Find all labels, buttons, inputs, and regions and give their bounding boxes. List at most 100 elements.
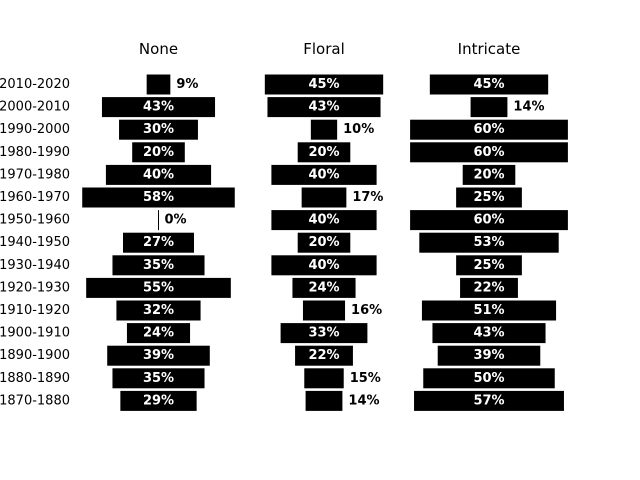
bar-floral-1890-1900: [295, 345, 353, 366]
bar-intricate-1900-1910: [432, 323, 546, 344]
value-label-floral-1990-2000: 10%: [343, 122, 374, 137]
value-label-none-2010-2020: 9%: [176, 77, 198, 92]
value-label-intricate-2010-2020: 45%: [473, 77, 504, 92]
value-label-intricate-1880-1890: 50%: [473, 371, 504, 386]
value-label-floral-1960-1970: 17%: [352, 190, 383, 205]
column-title-floral: Floral: [303, 40, 345, 58]
row-label-1910-1920: 1910-1920: [0, 303, 70, 318]
value-label-none-1970-1980: 40%: [143, 167, 174, 182]
value-label-intricate-1940-1950: 53%: [473, 235, 504, 250]
row-label-1950-1960: 1950-1960: [0, 213, 70, 228]
row-label-1940-1950: 1940-1950: [0, 235, 70, 250]
bar-floral-1950-1960: [271, 210, 377, 231]
value-label-intricate-1920-1930: 22%: [473, 280, 504, 295]
bar-none-1970-1980: [105, 164, 212, 185]
bar-intricate-1910-1920: [421, 300, 557, 321]
bar-intricate-1960-1970: [456, 187, 522, 208]
bar-floral-1940-1950: [297, 232, 351, 253]
value-label-intricate-1870-1880: 57%: [473, 393, 504, 408]
bar-none-1870-1880: [120, 390, 197, 411]
bar-none-1910-1920: [116, 300, 201, 321]
value-label-none-1930-1940: 35%: [143, 258, 174, 273]
value-label-none-1880-1890: 35%: [143, 371, 174, 386]
value-label-none-2000-2010: 43%: [143, 100, 174, 115]
value-label-floral-1920-1930: 24%: [308, 280, 339, 295]
value-label-intricate-1930-1940: 25%: [473, 258, 504, 273]
bar-intricate-1930-1940: [456, 255, 522, 276]
value-labels-layer: 9%43%30%20%40%58%0%27%35%55%32%24%39%35%…: [143, 77, 545, 408]
bar-floral-1880-1890: [304, 368, 344, 389]
row-label-1880-1890: 1880-1890: [0, 371, 70, 386]
row-label-1920-1930: 1920-1930: [0, 280, 70, 295]
bar-floral-1920-1930: [292, 277, 356, 298]
row-label-1970-1980: 1970-1980: [0, 167, 70, 182]
value-label-floral-1950-1960: 40%: [308, 213, 339, 228]
bar-floral-1960-1970: [301, 187, 347, 208]
bar-intricate-1920-1930: [460, 277, 518, 298]
column-title-intricate: Intricate: [458, 40, 521, 58]
bar-floral-1970-1980: [271, 164, 377, 185]
bar-intricate-1870-1880: [414, 390, 564, 411]
bar-none-1940-1950: [122, 232, 195, 253]
value-label-floral-1930-1940: 40%: [308, 258, 339, 273]
value-label-intricate-1890-1900: 39%: [473, 348, 504, 363]
value-label-floral-1980-1990: 20%: [308, 145, 339, 160]
bar-floral-2010-2020: [264, 74, 384, 95]
bar-intricate-1880-1890: [423, 368, 555, 389]
value-label-none-1910-1920: 32%: [143, 303, 174, 318]
bar-floral-1990-2000: [310, 119, 338, 140]
row-label-1990-2000: 1990-2000: [0, 122, 70, 137]
bar-intricate-1970-1980: [462, 164, 516, 185]
value-label-intricate-1990-2000: 60%: [473, 122, 504, 137]
row-label-2000-2010: 2000-2010: [0, 100, 70, 115]
bar-none-1930-1940: [112, 255, 205, 276]
bar-none-2000-2010: [101, 97, 216, 118]
value-label-intricate-1980-1990: 60%: [473, 145, 504, 160]
bar-floral-1910-1920: [302, 300, 346, 321]
bars-layer: [82, 74, 568, 411]
value-label-none-1990-2000: 30%: [143, 122, 174, 137]
value-label-floral-1940-1950: 20%: [308, 235, 339, 250]
value-label-intricate-1910-1920: 51%: [473, 303, 504, 318]
bar-none-1900-1910: [126, 323, 191, 344]
bar-floral-1900-1910: [280, 323, 368, 344]
bar-none-1890-1900: [107, 345, 210, 366]
row-label-1870-1880: 1870-1880: [0, 393, 70, 408]
value-label-floral-1870-1880: 14%: [348, 393, 379, 408]
column-title-none: None: [139, 40, 178, 58]
value-label-none-1940-1950: 27%: [143, 235, 174, 250]
value-label-none-1950-1960: 0%: [165, 213, 187, 228]
bar-floral-1980-1990: [297, 142, 351, 163]
value-label-intricate-2000-2010: 14%: [513, 100, 544, 115]
bar-floral-2000-2010: [267, 97, 381, 118]
row-label-1960-1970: 1960-1970: [0, 190, 70, 205]
value-label-floral-1900-1910: 33%: [308, 326, 339, 341]
value-label-none-1870-1880: 29%: [143, 393, 174, 408]
bar-intricate-1980-1990: [410, 142, 568, 163]
row-label-1890-1900: 1890-1900: [0, 348, 70, 363]
bar-none-1960-1970: [82, 187, 235, 208]
value-label-floral-2010-2020: 45%: [308, 77, 339, 92]
bar-intricate-2010-2020: [429, 74, 549, 95]
bar-intricate-1990-2000: [410, 119, 568, 140]
value-label-none-1890-1900: 39%: [143, 348, 174, 363]
bar-floral-1870-1880: [305, 390, 343, 411]
value-label-none-1960-1970: 58%: [143, 190, 174, 205]
value-label-floral-1890-1900: 22%: [308, 348, 339, 363]
value-label-floral-1880-1890: 15%: [350, 371, 381, 386]
bar-none-1990-2000: [119, 119, 198, 140]
column-titles: None Floral Intricate: [139, 40, 520, 58]
value-label-floral-1910-1920: 16%: [351, 303, 382, 318]
bar-floral-1930-1940: [271, 255, 377, 276]
value-label-intricate-1900-1910: 43%: [473, 326, 504, 341]
bar-intricate-1940-1950: [419, 232, 559, 253]
bar-intricate-1890-1900: [437, 345, 541, 366]
value-label-intricate-1960-1970: 25%: [473, 190, 504, 205]
row-labels: 2010-2020 2000-2010 1990-2000 1980-1990 1970…: [0, 77, 70, 408]
bar-none-2010-2020: [146, 74, 171, 95]
value-label-floral-1970-1980: 40%: [308, 167, 339, 182]
value-label-intricate-1950-1960: 60%: [473, 213, 504, 228]
bar-intricate-2000-2010: [470, 97, 508, 118]
value-label-floral-2000-2010: 43%: [308, 100, 339, 115]
